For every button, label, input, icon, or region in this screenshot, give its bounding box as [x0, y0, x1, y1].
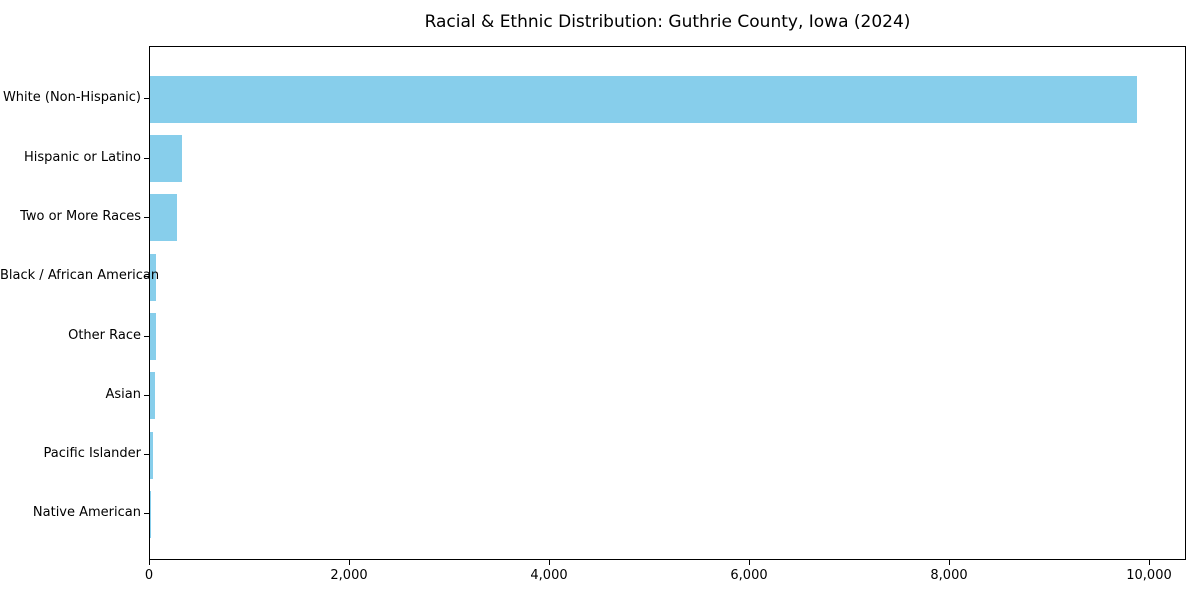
x-tick-label-0: 0 — [144, 568, 154, 583]
bar-black-african-american — [150, 253, 156, 301]
y-tick-label-two-or-more-races: Two or More Races — [20, 208, 141, 224]
x-tick-label-10000: 10,000 — [1126, 568, 1172, 583]
x-tick-mark — [349, 560, 350, 565]
y-tick-mark — [144, 216, 149, 218]
bar-other-race — [150, 313, 156, 360]
y-tick-label-other-race: Other Race — [68, 327, 141, 343]
x-tick-mark — [749, 560, 750, 565]
x-tick-label-4000: 4,000 — [530, 568, 568, 583]
bar-hispanic-or-latino — [150, 135, 182, 183]
y-tick-mark — [144, 98, 149, 100]
y-tick-mark — [144, 394, 149, 396]
y-tick-label-black-african-american: Black / African American — [0, 268, 160, 284]
x-tick-mark — [549, 560, 550, 565]
plot-area — [149, 46, 1186, 560]
y-tick-mark — [144, 335, 149, 337]
y-tick-label-hispanic-or-latino: Hispanic or Latino — [23, 149, 141, 165]
y-tick-label-native-american: Native American — [32, 505, 141, 521]
bar-two-or-more-races — [150, 194, 177, 242]
x-tick-mark — [1149, 560, 1150, 565]
x-tick-mark — [149, 560, 150, 565]
bar-pacific-islander — [150, 431, 153, 479]
chart-title: Racial & Ethnic Distribution: Guthrie Co… — [424, 12, 911, 32]
bar-asian — [150, 372, 155, 420]
x-tick-label-6000: 6,000 — [730, 568, 768, 583]
y-tick-mark — [144, 513, 149, 515]
bar-native-american — [150, 490, 151, 538]
y-tick-label-white-non-hispanic: White (Non-Hispanic) — [2, 90, 141, 106]
y-tick-label-asian: Asian — [105, 386, 141, 402]
x-tick-mark — [949, 560, 950, 565]
y-tick-mark — [144, 454, 149, 456]
y-tick-label-pacific-islander: Pacific Islander — [43, 446, 141, 462]
bar-white-non-hispanic — [150, 75, 1137, 123]
y-tick-mark — [144, 276, 149, 278]
y-tick-mark — [144, 157, 149, 159]
x-tick-label-8000: 8,000 — [930, 568, 968, 583]
x-tick-label-2000: 2,000 — [330, 568, 368, 583]
